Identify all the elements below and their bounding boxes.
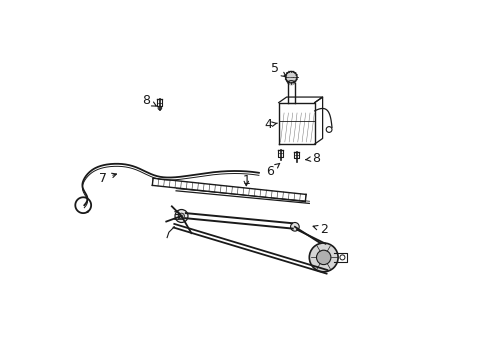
Circle shape: [309, 243, 337, 272]
Text: 5: 5: [270, 62, 285, 77]
Text: 8: 8: [142, 94, 156, 107]
Text: 4: 4: [264, 118, 277, 131]
Circle shape: [285, 71, 296, 83]
Circle shape: [290, 222, 299, 231]
Circle shape: [178, 213, 184, 219]
Text: 8: 8: [305, 152, 319, 165]
Text: 7: 7: [99, 172, 116, 185]
Circle shape: [316, 250, 330, 265]
Text: 1: 1: [242, 174, 250, 187]
Text: 2: 2: [312, 223, 327, 236]
Circle shape: [175, 210, 187, 222]
Text: 3: 3: [172, 210, 183, 222]
Text: 6: 6: [266, 163, 279, 177]
Circle shape: [158, 106, 162, 110]
